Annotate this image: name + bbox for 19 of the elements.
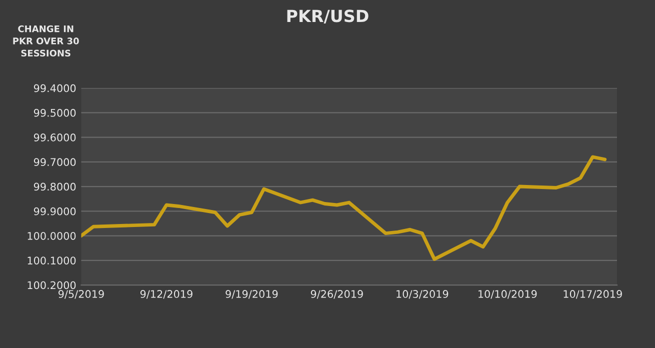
x-tick-label: 9/26/2019 xyxy=(310,290,363,299)
y-tick-label: 99.4000 xyxy=(34,84,76,92)
x-tick-label: 10/3/2019 xyxy=(396,290,448,299)
x-tick-label: 9/19/2019 xyxy=(226,290,278,299)
y-tick-label: 99.8000 xyxy=(34,182,76,191)
y-tick-label: 100.2000 xyxy=(28,281,76,290)
x-tick-label: 9/12/2019 xyxy=(140,290,192,299)
y-tick-label: 99.5000 xyxy=(34,108,76,117)
y-tick-label: 99.6000 xyxy=(34,134,76,142)
y-tick-label: 99.7000 xyxy=(34,158,76,166)
y-tick-label: 99.9000 xyxy=(34,207,76,216)
line-series xyxy=(81,155,607,261)
y-tick-label: 100.0000 xyxy=(28,232,76,240)
chart-title: PKR/USD xyxy=(287,10,368,24)
x-tick-label: 9/5/2019 xyxy=(58,290,104,299)
y-axis-title: CHANGE IN PKR OVER 30 SESSIONS xyxy=(13,25,79,57)
y-tick-label: 100.1000 xyxy=(28,256,76,264)
x-tick-label: 10/17/2019 xyxy=(564,290,622,299)
x-tick-label: 10/10/2019 xyxy=(478,290,537,299)
